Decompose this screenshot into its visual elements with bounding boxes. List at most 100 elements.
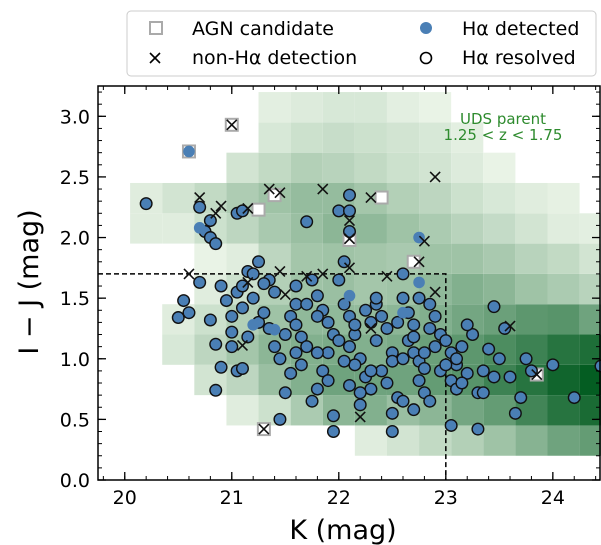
ha-resolved-point — [294, 358, 308, 372]
axes: 20 21 22 23 24 0.0 0.5 1.0 1.5 2.0 2.5 3.0 — [60, 85, 601, 509]
agn-candidate-marker — [374, 190, 389, 205]
heatmap-cell — [579, 243, 601, 274]
heatmap-cell — [419, 243, 452, 274]
ha-resolved-point — [332, 334, 346, 348]
ha-resolved-point — [257, 306, 271, 320]
ha-resolved-point — [171, 311, 185, 325]
data-points — [139, 117, 601, 439]
ha-resolved-point — [487, 300, 501, 314]
ha-resolved-point — [321, 315, 335, 329]
non-ha-marker — [263, 183, 275, 195]
ha-resolved-point — [139, 197, 153, 211]
heatmap-cell — [483, 243, 516, 274]
annotation-line2: 1.25 < z < 1.75 — [444, 126, 563, 144]
heatmap-cell — [483, 425, 516, 456]
ha-resolved-point — [428, 309, 442, 323]
x-tick-label: 22 — [327, 487, 351, 509]
ha-resolved-point — [364, 315, 378, 329]
legend-resolved-marker — [419, 51, 433, 65]
heatmap-cell — [386, 92, 420, 123]
ha-resolved-point — [364, 364, 378, 378]
non-ha-marker — [215, 200, 227, 212]
legend-nonha-label: non-Hα detection — [192, 47, 357, 69]
ha-resolved-point — [514, 391, 528, 405]
non-ha-marker — [258, 423, 270, 435]
ha-resolved-point — [466, 328, 480, 342]
ha-resolved-point — [203, 214, 217, 228]
heatmap-cell — [194, 334, 227, 365]
ha-resolved-point — [241, 330, 255, 344]
legend-frame — [126, 10, 597, 77]
ha-resolved-point — [300, 340, 314, 354]
ha-resolved-point — [476, 386, 490, 400]
ha-resolved-point — [235, 204, 249, 218]
y-tick-label: 0.0 — [60, 470, 90, 492]
ha-resolved-point — [273, 352, 287, 366]
ha-resolved-point — [460, 366, 474, 380]
heatmap-cell — [322, 122, 355, 153]
ha-detected-point — [183, 145, 195, 158]
heatmap-cell — [451, 182, 484, 214]
ha-resolved-point — [310, 289, 324, 303]
heatmap-cell — [419, 152, 452, 183]
ha-resolved-point — [225, 309, 239, 323]
x-tick-label: 21 — [220, 487, 244, 509]
ha-resolved-point — [289, 346, 303, 360]
heatmap-cell — [354, 425, 387, 456]
heatmap-cell — [290, 122, 323, 153]
ha-resolved-point — [343, 188, 357, 202]
heatmap-cell — [515, 243, 548, 274]
heatmap-cell — [547, 182, 580, 214]
ha-resolved-point — [326, 409, 340, 423]
ha-detected-point — [343, 289, 356, 302]
heatmap-cell — [290, 182, 323, 214]
heatmap-cell — [386, 122, 420, 153]
ha-detected-point — [397, 306, 409, 319]
y-axis-title: I − J (mag) — [14, 209, 45, 354]
heatmap-cell — [547, 213, 580, 244]
x-tick-label: 23 — [434, 487, 458, 509]
ha-resolved-point — [380, 376, 394, 390]
heatmap-cell — [194, 243, 227, 274]
non-ha-marker — [381, 270, 393, 282]
heatmap-cell — [162, 213, 195, 244]
heatmap-cell — [579, 425, 601, 456]
ha-resolved-point — [396, 352, 410, 366]
non-ha-marker — [183, 268, 195, 280]
legend-resolved-label: Hα resolved — [462, 47, 576, 69]
ha-resolved-point — [487, 370, 501, 384]
ha-resolved-point — [385, 354, 399, 368]
y-tick-label: 2.0 — [60, 228, 90, 250]
heatmap-cell — [547, 243, 580, 274]
ha-resolved-point — [225, 325, 239, 339]
non-ha-marker — [236, 339, 249, 351]
ha-resolved-point — [337, 354, 351, 368]
non-ha-marker — [531, 368, 543, 381]
ha-resolved-point — [439, 334, 453, 348]
ha-resolved-point — [412, 374, 426, 388]
heatmap-cell — [483, 273, 516, 305]
ha-resolved-point — [235, 279, 249, 293]
ha-resolved-point — [439, 358, 453, 372]
heatmap-cell — [515, 273, 548, 305]
ha-resolved-point — [369, 291, 383, 305]
ha-resolved-point — [209, 237, 223, 251]
heatmap-cell — [419, 122, 452, 153]
ha-resolved-point — [300, 215, 314, 229]
y-tick-label: 0.5 — [60, 409, 90, 431]
x-tick-label: 20 — [113, 487, 137, 509]
heatmap-cell — [290, 152, 323, 183]
ha-resolved-point — [546, 358, 560, 372]
non-ha-marker — [317, 183, 329, 195]
ha-detected-point — [193, 222, 206, 234]
ha-resolved-point — [337, 297, 351, 311]
y-tick-label: 3.0 — [60, 106, 90, 128]
non-ha-marker — [365, 191, 377, 204]
ha-detected-point — [268, 323, 281, 336]
heatmap-cell — [226, 152, 259, 183]
ha-resolved-point — [305, 273, 319, 287]
ha-resolved-point — [519, 352, 533, 366]
agn-candidate-marker — [406, 254, 421, 269]
ha-resolved-point — [444, 418, 458, 432]
ha-resolved-point — [343, 224, 357, 238]
